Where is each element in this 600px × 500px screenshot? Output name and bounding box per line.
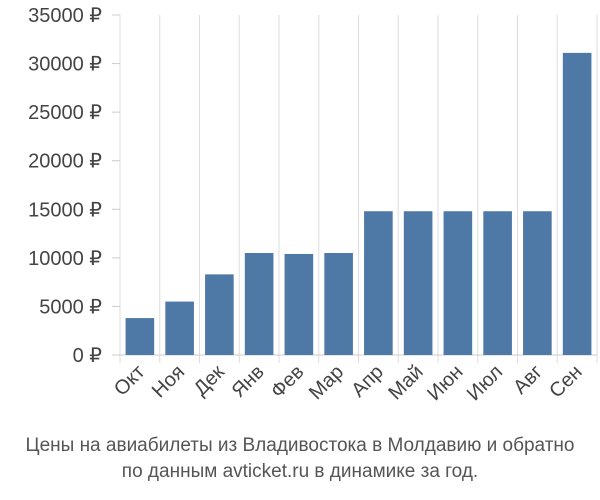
x-tick-label: Апр	[347, 361, 388, 402]
y-tick-label: 0 ₽	[73, 345, 103, 367]
x-tick-label: Июл	[463, 361, 507, 405]
bars	[125, 52, 592, 356]
chart-caption-line-2: по данным avticket.ru в динамике за год.	[121, 461, 479, 482]
bar	[523, 211, 552, 355]
bar	[125, 318, 155, 355]
grid-lines	[112, 15, 598, 363]
y-tick-label: 10000 ₽	[28, 248, 102, 270]
bar	[284, 253, 314, 355]
y-tick-label: 5000 ₽	[39, 296, 102, 318]
y-tick-label: 25000 ₽	[28, 102, 102, 124]
bar	[165, 301, 194, 355]
bar	[403, 211, 433, 355]
y-tick-label: 30000 ₽	[28, 54, 102, 76]
x-tick-label: Мар	[305, 361, 348, 404]
x-tick-label: Май	[384, 361, 427, 404]
x-tick-label: Фев	[267, 361, 309, 403]
x-tick-label: Ноя	[148, 361, 189, 402]
bar-chart: 0 ₽ 5000 ₽ 10000 ₽ 15000 ₽ 20000 ₽ 25000 ₽ 300…	[28, 5, 598, 405]
x-tick-label: Дек	[190, 361, 229, 400]
x-tick-label: Окт	[110, 361, 149, 400]
bar	[443, 211, 473, 355]
chart-caption-line-1: Цены на авиабилеты из Владивостока в Мол…	[25, 435, 575, 456]
x-tick-label: Авг	[509, 361, 547, 399]
bar	[483, 211, 512, 355]
y-tick-label: 15000 ₽	[28, 199, 102, 221]
x-tick-label: Янв	[228, 361, 269, 402]
y-tick-label: 35000 ₽	[28, 5, 102, 27]
bar	[205, 274, 234, 355]
x-tick-label: Сен	[545, 361, 586, 402]
bar	[244, 253, 274, 355]
bar	[364, 211, 393, 355]
bar	[562, 52, 592, 356]
x-tick-label: Июн	[423, 361, 467, 405]
bar	[324, 253, 353, 355]
y-tick-label: 20000 ₽	[28, 151, 102, 173]
y-axis-ticks: 0 ₽ 5000 ₽ 10000 ₽ 15000 ₽ 20000 ₽ 25000 ₽ 300…	[28, 5, 120, 367]
